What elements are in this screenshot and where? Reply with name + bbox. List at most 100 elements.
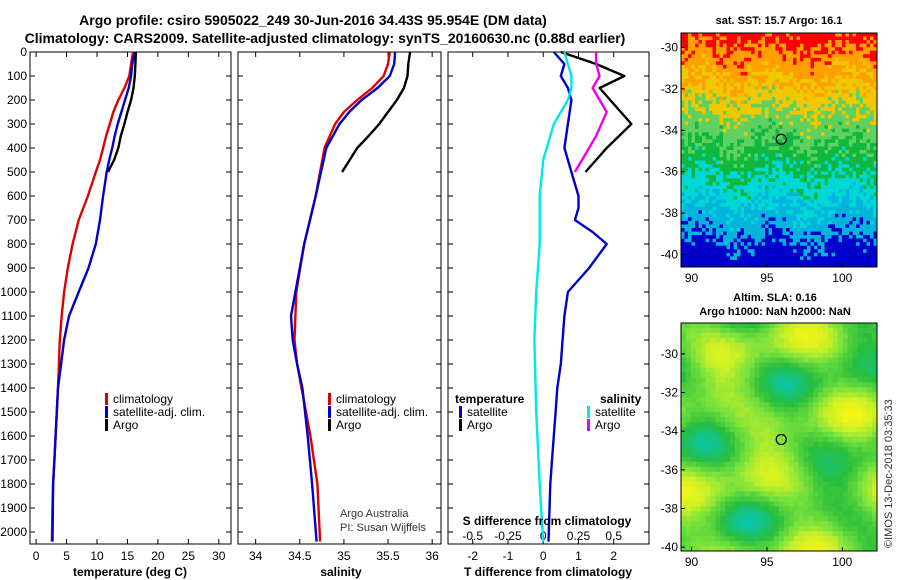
map-cell bbox=[764, 392, 770, 398]
map-cell bbox=[838, 114, 843, 119]
map-cell bbox=[737, 33, 741, 38]
map-cell bbox=[712, 128, 717, 133]
map-cell bbox=[821, 203, 825, 208]
map-cell bbox=[852, 199, 857, 204]
map-cell bbox=[754, 337, 760, 344]
map-cell bbox=[800, 189, 804, 194]
map-cell bbox=[739, 412, 746, 418]
map-cell bbox=[835, 203, 839, 208]
map-cell bbox=[782, 231, 787, 236]
map-cell bbox=[775, 47, 780, 52]
map-cell bbox=[726, 196, 731, 201]
map-cell bbox=[698, 146, 703, 151]
map-cell bbox=[751, 86, 755, 91]
map-cell bbox=[719, 125, 724, 130]
map-cell bbox=[739, 323, 746, 329]
map-cell bbox=[712, 238, 717, 243]
map-cell bbox=[698, 103, 703, 108]
map-cell bbox=[716, 96, 720, 101]
map-cell bbox=[709, 86, 713, 91]
map-cell bbox=[710, 382, 716, 388]
map-cell bbox=[814, 114, 818, 119]
map-cell bbox=[845, 210, 850, 215]
map-cell bbox=[779, 387, 785, 393]
map-cell bbox=[758, 256, 762, 261]
map-cell bbox=[798, 337, 804, 344]
map-cell bbox=[835, 210, 839, 215]
map-cell bbox=[744, 54, 748, 59]
map-cell bbox=[709, 249, 713, 254]
map-cell bbox=[803, 427, 809, 433]
map-cell bbox=[814, 128, 818, 133]
map-cell bbox=[863, 235, 867, 240]
map-cell bbox=[730, 82, 734, 87]
map-cell bbox=[845, 167, 850, 172]
map-cell bbox=[807, 118, 811, 123]
map-cell bbox=[716, 164, 720, 169]
map-cell bbox=[710, 357, 716, 364]
map-cell bbox=[859, 103, 864, 108]
map-cell bbox=[765, 114, 769, 119]
map-cell bbox=[800, 111, 804, 116]
salinity-legend: climatology satellite-adj. clim. Argo bbox=[328, 392, 428, 432]
map-cell bbox=[725, 327, 731, 334]
map-cell bbox=[720, 372, 726, 379]
map-cell bbox=[768, 245, 773, 250]
map-cell bbox=[688, 125, 692, 130]
map-cell bbox=[712, 54, 717, 59]
map-cell bbox=[702, 157, 706, 162]
map-cell bbox=[681, 160, 685, 165]
map-cell bbox=[852, 72, 857, 77]
map-cell bbox=[810, 164, 815, 169]
map-cell bbox=[807, 252, 811, 257]
map-cell bbox=[688, 75, 692, 80]
map-cell bbox=[695, 397, 702, 403]
map-cell bbox=[810, 64, 815, 69]
map-cell bbox=[798, 332, 804, 339]
map-cell bbox=[698, 210, 703, 215]
series-line-temperature-satellite bbox=[547, 51, 608, 542]
map-cell bbox=[715, 446, 721, 453]
map-cell bbox=[824, 43, 829, 48]
map-cell bbox=[786, 174, 790, 179]
map-cell bbox=[859, 160, 864, 165]
map-cell bbox=[688, 107, 692, 112]
map-cell bbox=[821, 72, 825, 77]
map-cell bbox=[810, 54, 815, 59]
map-cell bbox=[705, 118, 710, 123]
map-cell bbox=[723, 142, 727, 147]
map-cell bbox=[793, 111, 797, 116]
map-cell bbox=[754, 210, 759, 215]
map-cell bbox=[691, 157, 696, 162]
map-cell bbox=[737, 220, 741, 225]
map-cell bbox=[754, 362, 760, 369]
map-cell bbox=[814, 199, 818, 204]
map-cell bbox=[793, 224, 797, 229]
map-cell bbox=[698, 231, 703, 236]
map-cell bbox=[873, 150, 878, 155]
map-cell bbox=[761, 178, 766, 183]
map-cell bbox=[737, 249, 741, 254]
map-cell bbox=[768, 139, 773, 144]
map-cell bbox=[828, 153, 832, 158]
map-cell bbox=[723, 213, 727, 218]
map-cell bbox=[857, 392, 863, 398]
map-cell bbox=[730, 224, 734, 229]
map-cell bbox=[803, 36, 808, 41]
map-cell bbox=[744, 64, 748, 69]
map-cell bbox=[726, 231, 731, 236]
map-cell bbox=[856, 57, 860, 62]
map-cell bbox=[730, 245, 734, 250]
map-cell bbox=[852, 150, 857, 155]
map-cell bbox=[747, 217, 752, 222]
map-cell bbox=[765, 142, 769, 147]
map-cell bbox=[828, 146, 832, 151]
map-cell bbox=[803, 235, 808, 240]
map-cell bbox=[747, 252, 752, 257]
difference-legend-temperature: temperature satellite Argo bbox=[455, 392, 525, 432]
map-cell bbox=[723, 139, 727, 144]
map-cell bbox=[793, 135, 797, 140]
map-cell bbox=[702, 224, 706, 229]
map-cell bbox=[705, 50, 710, 55]
map-cell bbox=[832, 427, 839, 433]
